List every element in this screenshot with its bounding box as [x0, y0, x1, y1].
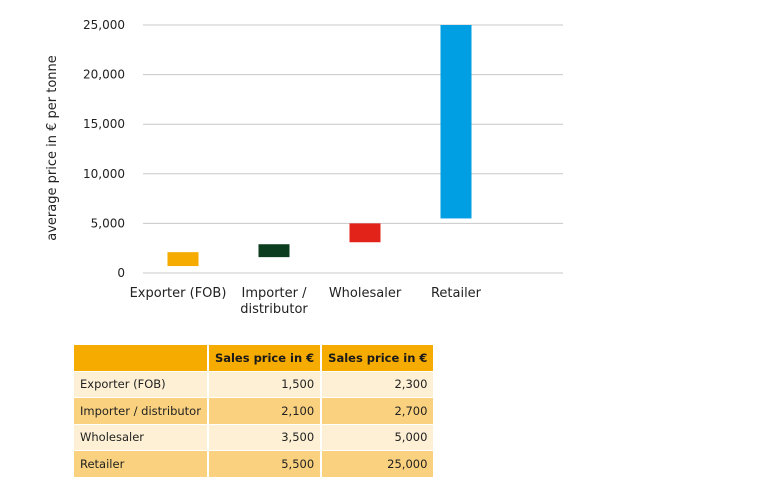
bar: [167, 252, 199, 267]
table-cell: Retailer: [74, 451, 209, 478]
x-category-label: distributor: [240, 302, 308, 317]
y-tick-label: 10,000: [83, 167, 125, 181]
table-cell: 2,100: [208, 398, 323, 425]
y-tick-label: 20,000: [83, 68, 125, 82]
table-cell: 25,000: [322, 451, 434, 478]
table-cell: 2,300: [322, 371, 434, 398]
bar: [440, 25, 472, 219]
y-tick-label: 15,000: [83, 117, 125, 131]
table-cell: 2,700: [322, 398, 434, 425]
table-row: Importer / distributor 2,100 2,700: [74, 398, 434, 425]
table-cell: Exporter (FOB): [74, 371, 209, 398]
table-cell: Wholesaler: [74, 424, 209, 451]
price-range-chart: 0 5,000 10,000 15,000 20,000 25,000 Exporter …: [45, 18, 563, 317]
y-tick-label: 0: [117, 266, 125, 280]
x-category-label: Retailer: [431, 286, 482, 301]
y-tick-label: 5,000: [91, 216, 125, 230]
y-axis-ticks: 0 5,000 10,000 15,000 20,000 25,000: [83, 18, 125, 280]
bar: [258, 244, 290, 258]
x-category-label: Importer /: [242, 286, 308, 301]
x-category-label: Exporter (FOB): [130, 286, 227, 301]
table-row: Exporter (FOB) 1,500 2,300: [74, 371, 434, 398]
price-table: Sales price in € Sales price in € Export…: [74, 345, 434, 478]
table-cell: 5,000: [322, 424, 434, 451]
table-cell: 1,500: [208, 371, 323, 398]
y-axis-title: average price in € per tonne: [45, 55, 60, 240]
table-header-cell: Sales price in €: [322, 345, 434, 372]
table-header-cell: Sales price in €: [208, 345, 323, 372]
table-cell: 5,500: [208, 451, 323, 478]
x-axis-labels: Exporter (FOB) Importer /distributor Whole…: [130, 286, 482, 317]
table-cell: Importer / distributor: [74, 398, 209, 425]
table-cell: 3,500: [208, 424, 323, 451]
table-row: Wholesaler 3,500 5,000: [74, 424, 434, 451]
gridlines: [143, 24, 563, 274]
table-row: Retailer 5,500 25,000: [74, 451, 434, 478]
table-header-cell: [74, 345, 209, 372]
bar: [349, 223, 381, 243]
y-tick-label: 25,000: [83, 18, 125, 32]
bars: [167, 25, 472, 267]
x-category-label: Wholesaler: [329, 286, 402, 301]
table-header-row: Sales price in € Sales price in €: [74, 345, 434, 372]
